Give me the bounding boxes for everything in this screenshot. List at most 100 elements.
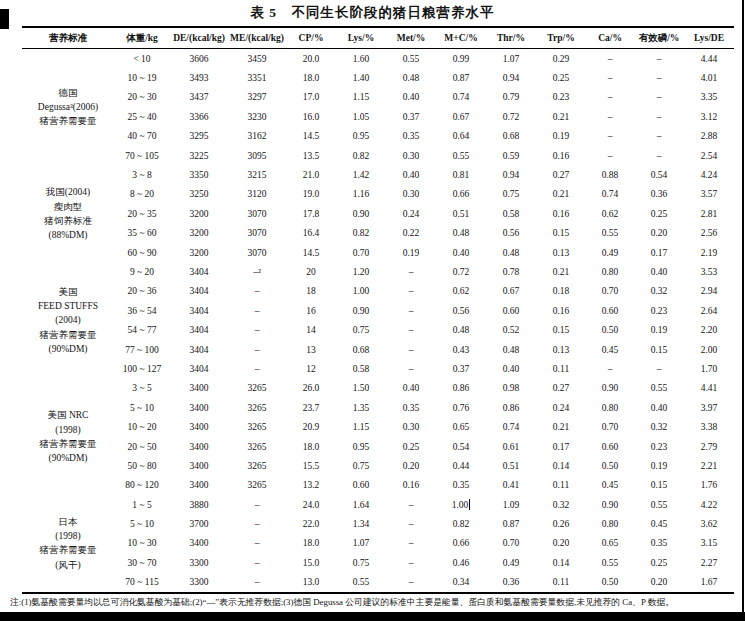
value-cell: 13.5 [286,146,336,165]
value-cell: 2.27 [684,553,734,572]
value-cell: 1.35 [336,398,386,417]
value-cell: 0.60 [336,476,386,495]
value-cell: 0.11 [536,573,586,593]
group-label-line: FEED STUFFS [23,299,113,313]
value-cell: 0.87 [486,514,536,533]
value-cell: 3404 [170,359,228,378]
value-cell: – [386,553,436,572]
value-cell: – [586,49,634,69]
value-cell: 0.72 [486,107,536,126]
value-cell: – [386,262,436,281]
weight-cell: 10 ~ 20 [114,417,170,436]
value-cell: 3265 [228,437,286,456]
header-cell: 营养标准 [22,27,114,49]
value-cell: – [228,534,286,553]
value-cell: 3350 [170,165,228,184]
value-cell: 26.0 [286,379,336,398]
value-cell: 0.50 [586,456,634,475]
value-cell: 0.55 [436,146,486,165]
value-cell: 3095 [228,146,286,165]
value-cell: 20.0 [286,49,336,69]
value-cell: 0.13 [536,243,586,262]
weight-cell: 9 ~ 20 [114,262,170,281]
value-cell: 0.15 [634,340,684,359]
value-cell: 3459 [228,49,286,69]
value-cell: – [586,107,634,126]
header-row: 营养标准体重/kgDE/(kcal/kg)ME/(kcal/kg)CP/%Lys… [22,27,734,49]
weight-cell: 20 ~ 30 [114,88,170,107]
value-cell: 0.94 [486,68,536,87]
value-cell: 0.50 [586,320,634,339]
value-cell: – [228,495,286,514]
value-cell: 3225 [170,146,228,165]
value-cell: 0.80 [586,398,634,417]
table-row: 5 ~ 103400326523.71.350.350.760.860.240.… [22,398,734,417]
header-cell: CP/% [286,27,336,49]
table-row: 50 ~ 803400326515.50.750.200.440.510.140… [22,456,734,475]
value-cell: 0.55 [586,224,634,243]
table-header: 营养标准体重/kgDE/(kcal/kg)ME/(kcal/kg)CP/%Lys… [22,27,734,49]
value-cell: 1.40 [336,68,386,87]
table-row: 8 ~ 203250312019.01.160.300.660.750.210.… [22,185,734,204]
value-cell: 3700 [170,514,228,533]
page-title: 表 5 不同生长阶段的猪日粮营养水平 [0,4,745,22]
group-label-line: (风干) [23,558,113,572]
value-cell: 0.70 [586,417,634,436]
value-cell: – [386,514,436,533]
value-cell: 1.16 [336,185,386,204]
value-cell: 0.54 [634,165,684,184]
value-cell: 0.23 [634,437,684,456]
value-cell: – [228,573,286,593]
value-cell: 0.14 [536,456,586,475]
value-cell: 3265 [228,379,286,398]
header-cell: Lys/% [336,27,386,49]
value-cell: 20.9 [286,417,336,436]
value-cell: 0.55 [634,495,684,514]
value-cell: 1.15 [336,88,386,107]
value-cell: 1.15 [336,417,386,436]
value-cell: 0.90 [336,204,386,223]
value-cell: 0.66 [436,534,486,553]
value-cell: 2.64 [684,301,734,320]
value-cell: 0.70 [336,243,386,262]
value-cell: 0.74 [436,88,486,107]
value-cell: 0.15 [536,320,586,339]
weight-cell: 36 ~ 54 [114,301,170,320]
value-cell: 0.41 [486,476,536,495]
text-cursor [469,499,470,510]
value-cell: 4.22 [684,495,734,514]
value-cell: 3400 [170,534,228,553]
table-body: 德国Degussa³(2006)猪营养需要量< 103606345920.01.… [22,49,734,593]
weight-cell: 70 ~ 115 [114,573,170,593]
value-cell: – [634,88,684,107]
weight-cell: 30 ~ 70 [114,553,170,572]
value-cell: 21.0 [286,165,336,184]
value-cell: 3.38 [684,417,734,436]
value-cell: 0.43 [436,340,486,359]
group-label-line: 瘦肉型 [23,200,113,214]
value-cell: 17.8 [286,204,336,223]
value-cell: 0.65 [586,534,634,553]
weight-cell: 40 ~ 70 [114,127,170,146]
value-cell: 0.74 [486,417,536,436]
value-cell: 0.46 [436,553,486,572]
value-cell: – [586,127,634,146]
value-cell: 0.35 [386,398,436,417]
value-cell: 0.40 [486,359,536,378]
weight-cell: 3 ~ 5 [114,379,170,398]
value-cell: – [386,301,436,320]
value-cell: 3606 [170,49,228,69]
value-cell: – [386,534,436,553]
weight-cell: 20 ~ 36 [114,282,170,301]
value-cell: 4.44 [684,49,734,69]
group-label-line: 猪饲养标准 [23,214,113,228]
value-cell: 0.82 [336,224,386,243]
weight-cell: 10 ~ 30 [114,534,170,553]
weight-cell: 60 ~ 90 [114,243,170,262]
value-cell: 1.07 [486,49,536,69]
group-label-line: (1998) [23,529,113,543]
value-cell: 0.54 [436,437,486,456]
value-cell: 17.0 [286,88,336,107]
header-cell: Lys/DE [684,27,734,49]
value-cell: 0.90 [586,379,634,398]
